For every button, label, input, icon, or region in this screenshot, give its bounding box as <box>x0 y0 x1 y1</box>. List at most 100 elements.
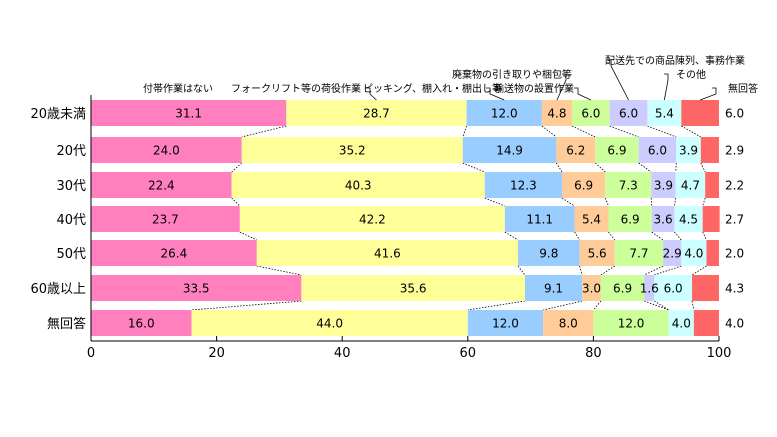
outside-value-label: 2.7 <box>725 213 744 227</box>
legend-leader-line <box>556 73 567 101</box>
data-label: 1.6 <box>640 282 659 296</box>
category-label: 20歳未満 <box>30 107 86 122</box>
data-label: 41.6 <box>374 247 401 261</box>
connector-line <box>561 197 575 207</box>
segment-labels: 31.1 28.7 12.0 4.8 6.0 6.0 5.4 24.0 35.2 14.9 6.2 6… <box>128 107 744 331</box>
bar-segment <box>256 240 519 266</box>
connector-line <box>574 231 580 241</box>
bar-segment <box>614 240 664 266</box>
data-label: 2.9 <box>663 247 682 261</box>
data-label: 4.5 <box>679 213 698 227</box>
bar-segment <box>675 172 706 198</box>
legend-label: 廃棄物の引き取りや梱包等 <box>452 68 572 81</box>
connector-line <box>191 300 302 311</box>
data-label: 5.6 <box>588 247 607 261</box>
bar-segment <box>638 137 677 163</box>
x-tick-label: 60 <box>460 346 477 361</box>
bar-segment <box>572 100 610 126</box>
connector-line <box>702 197 706 207</box>
x-tick-label: 20 <box>208 346 225 361</box>
data-label: 12.0 <box>492 317 519 331</box>
data-label: 12.0 <box>618 317 645 331</box>
connector-line <box>541 125 557 138</box>
data-label: 6.9 <box>621 213 640 227</box>
connector-line <box>675 162 677 173</box>
connector-line <box>571 125 596 138</box>
bar-segments <box>91 100 720 336</box>
data-label: 40.3 <box>345 179 372 193</box>
bar-segment <box>91 100 287 126</box>
connector-line <box>231 162 242 173</box>
bar-segment <box>543 310 594 336</box>
legend-label: 無回答 <box>728 82 758 95</box>
legend-label: 輸送物の設置作業 <box>494 82 574 95</box>
bar-segment <box>231 172 485 198</box>
data-label: 28.7 <box>363 107 390 121</box>
outside-value-label: 2.9 <box>725 144 744 158</box>
connector-line <box>644 265 664 276</box>
connector-line <box>504 231 519 241</box>
connector-line <box>593 300 602 311</box>
data-label: 6.9 <box>607 144 626 158</box>
connector-line <box>609 125 639 138</box>
data-label: 6.9 <box>613 282 632 296</box>
connector-line <box>644 300 669 311</box>
connector-line <box>691 300 695 311</box>
category-label: 無回答 <box>47 316 86 332</box>
outside-value-label: 6.0 <box>725 107 744 121</box>
bar-segment <box>674 206 703 232</box>
outside-value-label: 4.3 <box>725 282 744 296</box>
bar-segment <box>609 100 648 126</box>
bar-segment <box>524 275 583 301</box>
x-axis: 0 20 40 60 80 100 <box>87 95 732 361</box>
bar-segment <box>239 206 505 232</box>
connector-line <box>702 231 707 241</box>
bar-segment <box>518 240 580 266</box>
data-label: 26.4 <box>161 247 188 261</box>
data-label: 24.0 <box>153 144 180 158</box>
data-label: 6.9 <box>574 179 593 193</box>
data-label: 3.9 <box>679 144 698 158</box>
legend-leader-line <box>574 87 592 101</box>
connector-line <box>595 162 606 173</box>
data-label: 23.7 <box>152 213 179 227</box>
bar-segment <box>702 206 720 232</box>
bar-segment <box>462 137 557 163</box>
connector-line <box>608 231 616 241</box>
legend-label: その他 <box>676 68 706 81</box>
legend-label: 配送先での商品陳列、事務作業 <box>605 54 745 67</box>
bar-segment <box>676 137 701 163</box>
legend-leader-line <box>700 87 717 101</box>
connector-line <box>600 265 615 276</box>
data-label: 44.0 <box>316 317 343 331</box>
data-label: 12.3 <box>510 179 537 193</box>
data-label: 9.1 <box>544 282 563 296</box>
bar-segment <box>651 206 675 232</box>
connector-line <box>256 265 302 276</box>
data-label: 14.9 <box>496 144 523 158</box>
connector-line <box>700 162 706 173</box>
bar-segment <box>706 240 719 266</box>
legend-callouts: 付帯作業はない フォークリフト等の荷役作業 ピッキング、棚入れ・棚出し等廃棄物の引き… <box>143 54 758 101</box>
bar-segment <box>651 172 676 198</box>
bar-segment <box>691 275 719 301</box>
data-label: 6.2 <box>566 144 585 158</box>
legend-label: ピッキング、棚入れ・棚出し等 <box>363 82 502 95</box>
connector-line <box>239 231 257 241</box>
outside-value-label: 2.2 <box>725 179 744 193</box>
x-tick-label: 100 <box>707 346 732 361</box>
data-label: 31.1 <box>175 107 202 121</box>
data-label: 7.3 <box>619 179 638 193</box>
data-label: 4.8 <box>547 107 566 121</box>
x-tick-label: 80 <box>585 346 602 361</box>
category-label: 20代 <box>56 144 86 159</box>
bar-segment <box>191 310 468 336</box>
bar-segment <box>467 310 544 336</box>
x-tick-label: 40 <box>334 346 351 361</box>
bar-segment <box>484 172 562 198</box>
category-label: 40代 <box>56 213 86 228</box>
bar-segment <box>668 310 694 336</box>
data-label: 3.0 <box>582 282 601 296</box>
bar-segment <box>693 310 719 336</box>
